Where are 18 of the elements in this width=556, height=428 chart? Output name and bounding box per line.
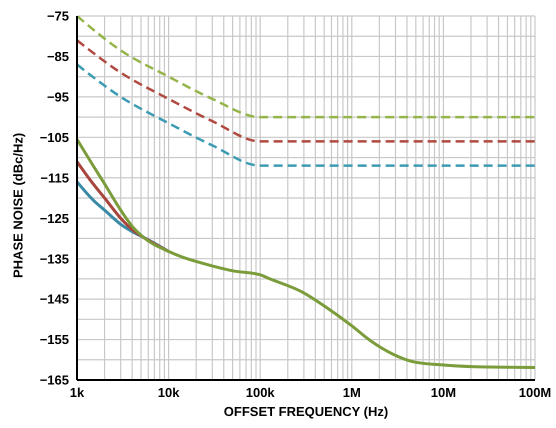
y-tick-label: −125 (40, 210, 69, 226)
x-tick-label: 100k (246, 385, 276, 400)
x-tick-label: 1k (70, 385, 85, 400)
x-tick-label: 10M (430, 385, 456, 400)
x-axis-title: OFFSET FREQUENCY (Hz) (224, 404, 388, 419)
x-tick-label: 100M (518, 385, 552, 400)
y-tick-label: −145 (40, 292, 69, 307)
y-tick-label: −95 (46, 90, 69, 105)
y-tick-label: −165 (40, 372, 69, 388)
y-tick-label: −135 (40, 251, 69, 266)
x-tick-label: 1M (342, 385, 361, 400)
y-tick-label: −155 (40, 332, 69, 348)
y-tick-label: −115 (40, 170, 69, 186)
y-tick-label: −75 (46, 8, 69, 24)
y-tick-label: −85 (46, 49, 69, 64)
x-tick-label: 10k (158, 385, 180, 400)
y-tick-label: −105 (40, 130, 69, 145)
y-axis-title: PHASE NOISE (dBc/Hz) (10, 132, 26, 278)
